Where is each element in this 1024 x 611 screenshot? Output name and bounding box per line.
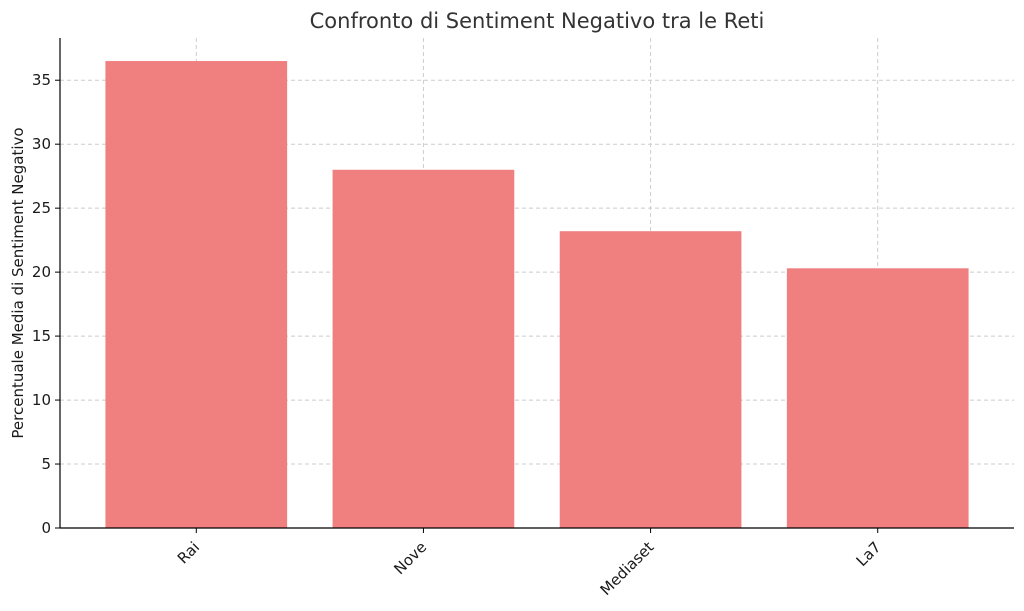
x-tick-label: La7 [853,538,885,570]
x-tick-label: Mediaset [597,538,658,599]
y-tick-label: 15 [32,327,51,345]
y-tick-label: 0 [41,519,51,537]
y-tick-label: 20 [32,263,51,281]
chart-title: Confronto di Sentiment Negativo tra le R… [310,9,765,33]
bar-nove [332,169,515,528]
axes [59,38,1014,529]
bars [105,61,969,529]
x-tick-label: Nove [390,538,430,578]
x-tick-label: Rai [174,538,203,567]
bar-mediaset [559,231,742,529]
y-tick-label: 25 [32,199,51,217]
bar-la7 [786,268,969,528]
y-tick-label: 30 [32,135,51,153]
y-tick-label: 5 [41,455,51,473]
y-tick-label: 10 [32,391,51,409]
y-axis-label: Percentuale Media di Sentiment Negativo [9,127,27,438]
y-tick-label: 35 [32,71,51,89]
bar-rai [105,61,288,529]
